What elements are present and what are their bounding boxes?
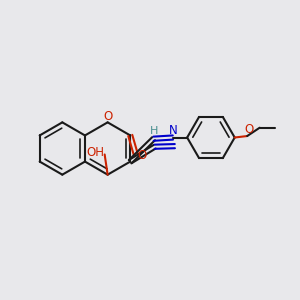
Text: O: O	[103, 110, 112, 123]
Text: O: O	[244, 123, 253, 136]
Text: H: H	[149, 126, 158, 136]
Text: O: O	[137, 148, 147, 162]
Text: N: N	[169, 124, 177, 137]
Text: OH: OH	[87, 146, 105, 159]
